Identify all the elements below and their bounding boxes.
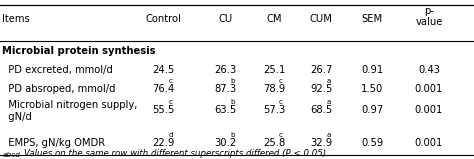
Text: Microbial protein synthesis: Microbial protein synthesis	[2, 46, 156, 56]
Text: CM: CM	[266, 14, 282, 24]
Text: b: b	[230, 132, 235, 138]
Text: PD excreted, mmol/d: PD excreted, mmol/d	[2, 65, 113, 75]
Text: Microbial nitrogen supply,
  gN/d: Microbial nitrogen supply, gN/d	[2, 100, 138, 122]
Text: Values on the same row with different superscripts differed (P < 0.05): Values on the same row with different su…	[24, 149, 326, 158]
Text: c: c	[279, 78, 283, 84]
Text: CU: CU	[218, 14, 232, 24]
Text: 30.2: 30.2	[214, 138, 236, 148]
Text: PD absroped, mmol/d: PD absroped, mmol/d	[2, 84, 116, 94]
Text: c: c	[168, 78, 173, 84]
Text: 26.3: 26.3	[214, 65, 236, 75]
Text: 0.91: 0.91	[361, 65, 383, 75]
Text: a: a	[326, 132, 330, 138]
Text: Items: Items	[2, 14, 30, 24]
Text: p-
value: p- value	[415, 6, 443, 27]
Text: c: c	[279, 99, 283, 105]
Text: 26.7: 26.7	[310, 65, 333, 75]
Text: 25.8: 25.8	[263, 138, 285, 148]
Text: a: a	[326, 78, 330, 84]
Text: 92.5: 92.5	[310, 84, 333, 94]
Text: 87.3: 87.3	[214, 84, 236, 94]
Text: 78.9: 78.9	[263, 84, 285, 94]
Text: 0.59: 0.59	[361, 138, 383, 148]
Text: 0.001: 0.001	[415, 84, 443, 94]
Text: 25.1: 25.1	[263, 65, 285, 75]
Text: d: d	[168, 132, 173, 138]
Text: 68.5: 68.5	[310, 105, 332, 115]
Text: 0.43: 0.43	[418, 65, 440, 75]
Text: b: b	[230, 78, 235, 84]
Text: 55.5: 55.5	[152, 105, 175, 115]
Text: 0.001: 0.001	[415, 138, 443, 148]
Text: c: c	[279, 132, 283, 138]
Text: b: b	[230, 99, 235, 105]
Text: abcd: abcd	[2, 152, 20, 158]
Text: 32.9: 32.9	[310, 138, 332, 148]
Text: 1.50: 1.50	[361, 84, 383, 94]
Text: 76.4: 76.4	[153, 84, 174, 94]
Text: 57.3: 57.3	[263, 105, 285, 115]
Text: a: a	[326, 99, 330, 105]
Text: 22.9: 22.9	[152, 138, 175, 148]
Text: EMPS, gN/kg OMDR: EMPS, gN/kg OMDR	[2, 138, 106, 148]
Text: SEM: SEM	[362, 14, 383, 24]
Text: c: c	[168, 99, 173, 105]
Text: Control: Control	[146, 14, 182, 24]
Text: 0.001: 0.001	[415, 105, 443, 115]
Text: 63.5: 63.5	[214, 105, 236, 115]
Text: 0.97: 0.97	[361, 105, 383, 115]
Text: CUM: CUM	[310, 14, 333, 24]
Text: 24.5: 24.5	[153, 65, 174, 75]
